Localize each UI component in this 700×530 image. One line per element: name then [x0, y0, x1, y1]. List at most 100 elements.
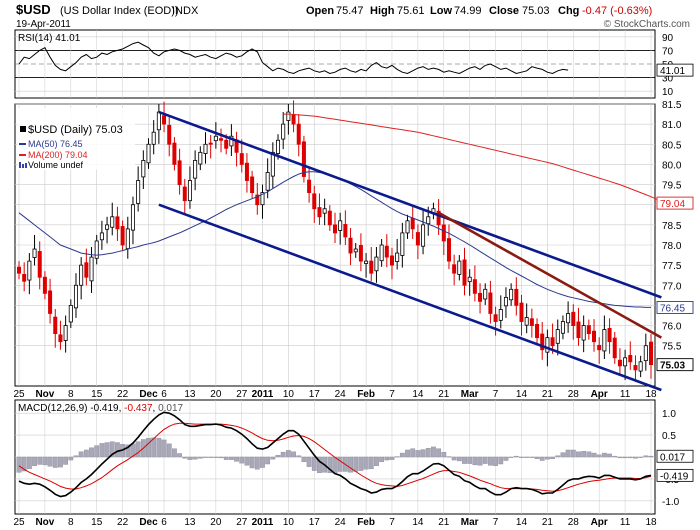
macd-hist-bar — [317, 456, 322, 473]
macd-x-tick: 11 — [620, 517, 631, 528]
macd-x-tick: 10 — [283, 517, 295, 528]
candle-body — [276, 139, 281, 154]
chg-value: -0.47 (-0.63%) — [582, 5, 652, 17]
candle-body — [348, 237, 353, 254]
candle-body — [187, 180, 192, 202]
candle-body — [369, 260, 374, 274]
macd-hist-bar — [73, 455, 79, 458]
candle — [99, 220, 104, 250]
candle — [255, 182, 260, 215]
macd-x-tick: 6 — [161, 517, 167, 528]
candle — [446, 224, 451, 270]
price-y-tick: 78.0 — [662, 241, 682, 252]
macd-hist-bar — [513, 455, 519, 458]
candle-body — [493, 314, 498, 322]
macd-x-tick: 22 — [117, 517, 129, 528]
candle-body — [446, 238, 451, 262]
price-panel: 81.581.080.580.079.579.078.578.077.577.0… — [14, 100, 694, 392]
macd-x-tick: 13 — [184, 517, 196, 528]
candle — [260, 184, 265, 219]
candle-body — [410, 218, 415, 230]
candle-body — [213, 135, 218, 142]
macd-hist-bar — [420, 449, 426, 458]
candle-body — [53, 316, 58, 335]
macd-hist-bar — [37, 456, 43, 465]
candle-body — [115, 216, 120, 230]
candle-body — [307, 179, 312, 194]
trendline-lower-channel — [158, 203, 662, 392]
macd-hist-bar — [622, 456, 628, 459]
macd-hist-bar — [285, 450, 291, 458]
candle-body — [317, 207, 322, 218]
candle — [203, 132, 208, 164]
macd-hist-bar — [353, 456, 359, 472]
price-y-tick: 77.5 — [662, 261, 682, 272]
candle — [162, 101, 167, 133]
price-x-tick: 15 — [91, 389, 103, 400]
price-x-tick: 28 — [568, 389, 580, 400]
candle — [353, 242, 358, 258]
candle-body — [58, 334, 63, 343]
macd-hist-bar — [462, 456, 467, 464]
macd-tag: -0.419 — [656, 468, 694, 482]
candle — [638, 355, 643, 378]
candle — [151, 120, 156, 155]
candle — [586, 319, 591, 340]
candle — [457, 255, 462, 281]
exchange: INDX — [172, 5, 199, 17]
candlesticks — [16, 100, 654, 382]
macd-hist-bar — [348, 456, 353, 473]
candle-body — [638, 361, 643, 372]
macd-x-tick: 7 — [493, 517, 499, 528]
macd-label-prefix: MACD(12,26,9) — [18, 403, 87, 414]
candle-body — [42, 276, 47, 294]
candle-body — [586, 325, 591, 335]
candle — [576, 307, 581, 346]
candle-body — [535, 323, 540, 339]
candle-body — [146, 143, 151, 164]
candle-body — [623, 357, 628, 367]
candle — [514, 277, 519, 316]
price-tag-text: 76.45 — [660, 303, 685, 314]
chart-header: $USD (US Dollar Index (EOD)) INDX 19-Apr… — [16, 2, 690, 30]
legend-candle-icon — [20, 126, 26, 132]
candle-body — [89, 256, 94, 282]
macd-tag-text: -0.419 — [660, 471, 689, 482]
macd-x-tick: 21 — [542, 517, 554, 528]
macd-hist-bar — [519, 456, 524, 458]
candle — [555, 319, 560, 356]
candle-body — [255, 194, 260, 206]
macd-hist-bar — [270, 456, 276, 460]
candle — [493, 306, 498, 336]
macd-hist-bar — [301, 456, 307, 463]
macd-hist-bar — [389, 456, 395, 460]
macd-x-tick: 24 — [335, 517, 347, 528]
price-x-tick: Nov — [35, 389, 54, 400]
macd-x-tick: Nov — [35, 517, 54, 528]
macd-hist-bar — [374, 456, 379, 466]
macd-hist-bar — [550, 456, 555, 459]
candle-body — [514, 288, 519, 306]
candle-body — [332, 224, 337, 234]
macd-hist-bar — [187, 456, 193, 460]
candle — [130, 196, 135, 245]
price-tags: 79.04 76.45 75.03 — [656, 196, 694, 372]
macd-hist-bar — [78, 451, 84, 458]
macd-hist-bar — [565, 449, 571, 458]
macd-hist-bar — [617, 456, 623, 459]
candle-body — [483, 288, 488, 300]
candle — [167, 115, 172, 157]
candle — [270, 142, 275, 189]
macd-hist-bar — [529, 456, 535, 458]
candle — [338, 212, 343, 245]
close-label: Close — [489, 5, 519, 17]
candle-body — [219, 138, 224, 141]
candle — [317, 193, 322, 225]
macd-y-tick: 0.5 — [662, 431, 676, 442]
candle-body — [503, 296, 508, 307]
candle-body — [389, 255, 394, 266]
macd-hist-bar — [643, 455, 649, 458]
candle — [22, 262, 27, 292]
macd-hist-bar — [83, 449, 89, 458]
macd-hist-bar — [223, 456, 229, 460]
